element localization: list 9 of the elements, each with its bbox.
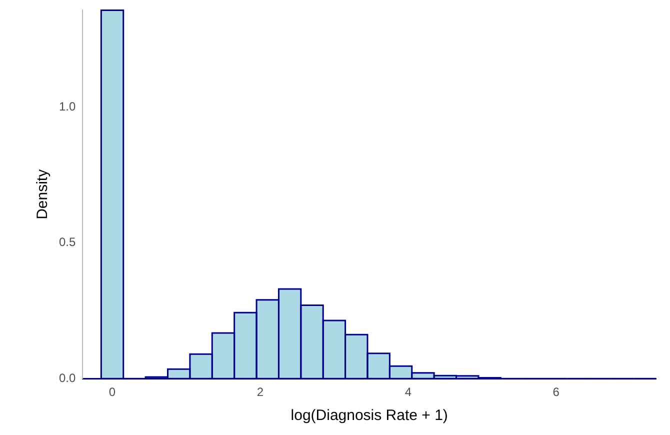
y-tick-label: 0.5 (58, 235, 76, 250)
y-tick-label: 0.0 (58, 370, 76, 385)
y-axis-title: Density (34, 168, 52, 220)
x-tick-label: 2 (256, 385, 264, 400)
y-tick-label: 1.0 (58, 99, 76, 114)
x-axis-title: log(Diagnosis Rate + 1) (290, 407, 448, 424)
x-tick-label: 0 (108, 385, 116, 400)
x-tick-label: 6 (552, 385, 560, 400)
x-tick-label: 4 (404, 385, 412, 400)
